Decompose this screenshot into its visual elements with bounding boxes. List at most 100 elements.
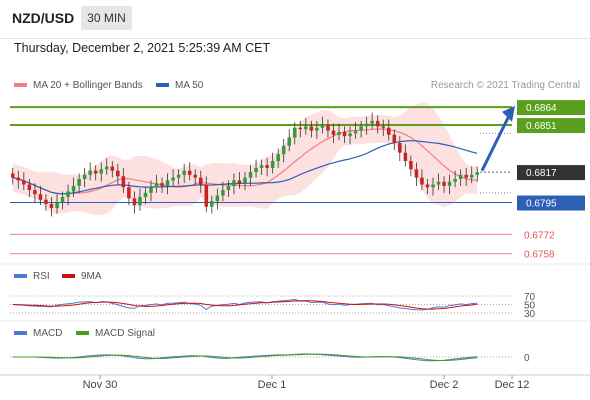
header-bar: NZD/USD 30 MIN bbox=[0, 0, 590, 39]
x-tick-label-3: Dec 12 bbox=[495, 379, 530, 391]
target-level-4-label: 0.6772 bbox=[524, 230, 555, 241]
ma50-swatch bbox=[156, 83, 169, 88]
x-tick-label-1: Dec 1 bbox=[258, 379, 287, 391]
candle-body bbox=[353, 130, 358, 134]
support-level-3-tag bbox=[517, 195, 585, 211]
legend-rsi-ma-label: 9MA bbox=[81, 271, 102, 282]
candle-body bbox=[93, 170, 98, 174]
forecast-arrow-shaft bbox=[480, 115, 511, 172]
forecast-arrow-head bbox=[502, 105, 515, 122]
legend-rsi-ma: 9MA bbox=[62, 271, 102, 282]
resistance-level-0-label: 0.6864 bbox=[526, 103, 557, 114]
bollinger-band-area bbox=[12, 102, 478, 216]
candle-body bbox=[171, 177, 175, 181]
candle-body bbox=[110, 166, 115, 171]
resistance-level-0-tag bbox=[517, 100, 585, 116]
candle-body bbox=[210, 201, 214, 207]
rsi-level-label-1: 50 bbox=[524, 301, 536, 312]
x-tick-label-2: Dec 2 bbox=[430, 379, 459, 391]
candle-body bbox=[381, 126, 386, 128]
rsi-ma-swatch bbox=[62, 274, 75, 279]
macd-line bbox=[12, 353, 478, 362]
rsi-level-label-2: 30 bbox=[524, 309, 536, 320]
candle-body bbox=[254, 167, 258, 173]
credit-text: Research © 2021 Trading Central bbox=[430, 80, 580, 91]
target-level-5-label: 0.6758 bbox=[524, 250, 555, 261]
candle-body bbox=[193, 174, 198, 178]
candle-body bbox=[55, 202, 59, 209]
candle-body bbox=[198, 177, 203, 185]
candle-body bbox=[453, 179, 457, 182]
candle-body bbox=[71, 185, 76, 192]
timeframe-button[interactable]: 30 MIN bbox=[81, 6, 132, 30]
candle-body bbox=[265, 165, 269, 168]
candle-body bbox=[243, 177, 247, 184]
legend-ma20: MA 20 + Bollinger Bands bbox=[14, 80, 143, 91]
ma20-swatch bbox=[14, 83, 27, 88]
candle-body bbox=[287, 137, 292, 146]
rsi-line bbox=[12, 298, 478, 311]
candle-body bbox=[149, 187, 153, 193]
resistance-level-1-tag bbox=[517, 118, 585, 134]
candle-body bbox=[60, 196, 65, 203]
rsi-ma-line bbox=[12, 300, 478, 310]
candle-body bbox=[116, 170, 120, 177]
candle-body bbox=[187, 170, 192, 175]
candle-body bbox=[386, 127, 391, 135]
candle-body bbox=[88, 170, 92, 175]
candle-body bbox=[138, 196, 142, 206]
candle-body bbox=[292, 127, 297, 138]
legend-ma50-label: MA 50 bbox=[175, 80, 204, 91]
candle-body bbox=[337, 131, 341, 135]
candle-body bbox=[447, 181, 452, 186]
candle-body bbox=[10, 173, 15, 178]
legend-rsi-label: RSI bbox=[33, 271, 50, 282]
candle-body bbox=[226, 185, 231, 191]
candle-body bbox=[425, 184, 430, 188]
candle-body bbox=[49, 203, 54, 209]
candle-body bbox=[38, 194, 43, 200]
macd-signal-line bbox=[12, 353, 478, 362]
candle-body bbox=[270, 161, 275, 168]
legend-rsi: RSI bbox=[14, 271, 50, 282]
x-tick-label-0: Nov 30 bbox=[83, 379, 118, 391]
support-level-3-label: 0.6795 bbox=[526, 199, 557, 210]
candle-body bbox=[398, 143, 402, 153]
legend-ma20-label: MA 20 + Bollinger Bands bbox=[33, 80, 143, 91]
candle-body bbox=[154, 183, 159, 188]
legend-macd-signal-label: MACD Signal bbox=[95, 328, 156, 339]
candle-body bbox=[259, 165, 264, 168]
macd-swatch bbox=[14, 331, 27, 336]
legend-macd: MACD bbox=[14, 328, 62, 339]
legend-macd-signal: MACD Signal bbox=[76, 328, 155, 339]
candle-body bbox=[44, 199, 48, 204]
rsi-level-label-0: 70 bbox=[524, 292, 536, 303]
candle-body bbox=[215, 195, 220, 202]
candle-body bbox=[442, 181, 446, 186]
current-level-2-label: 0.6817 bbox=[526, 168, 557, 179]
candle-body bbox=[298, 127, 303, 130]
candle-body bbox=[464, 174, 468, 178]
candle-body bbox=[27, 184, 32, 191]
candle-body bbox=[348, 133, 352, 137]
candle-body bbox=[409, 161, 413, 170]
candle-body bbox=[320, 125, 325, 128]
candle-body bbox=[77, 179, 81, 186]
candle-body bbox=[160, 183, 164, 186]
candle-body bbox=[66, 191, 70, 197]
candle-body bbox=[458, 174, 463, 179]
candle-body bbox=[22, 180, 26, 185]
legend-ma50: MA 50 bbox=[156, 80, 203, 91]
candle-body bbox=[326, 125, 330, 131]
timestamp: Thursday, December 2, 2021 5:25:39 AM CE… bbox=[14, 41, 271, 55]
candle-body bbox=[469, 174, 474, 178]
candle-body bbox=[359, 126, 363, 131]
candle-body bbox=[276, 154, 280, 162]
candle-body bbox=[375, 120, 380, 127]
candle-body bbox=[132, 198, 137, 206]
candle-body bbox=[165, 180, 170, 186]
candle-body bbox=[232, 180, 236, 186]
candle-body bbox=[315, 127, 319, 131]
candle-body bbox=[204, 184, 209, 207]
